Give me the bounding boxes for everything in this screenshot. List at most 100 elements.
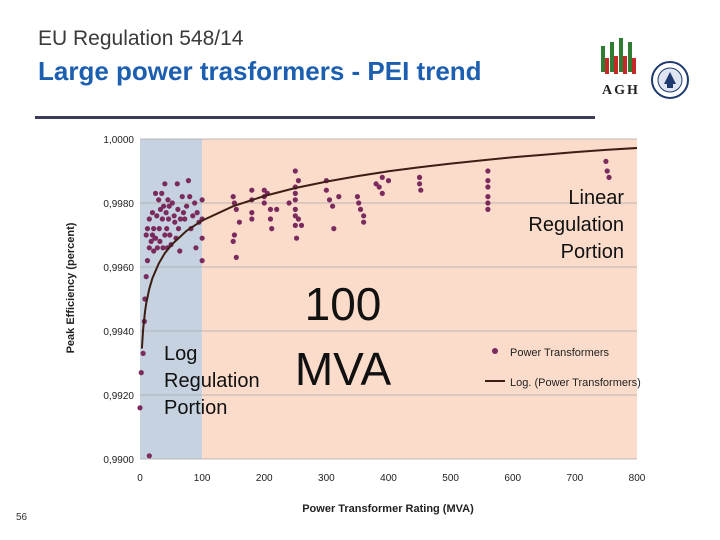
data-point: [169, 200, 175, 206]
data-point: [154, 245, 160, 251]
data-point: [193, 245, 199, 251]
data-point: [485, 194, 491, 200]
data-point: [295, 216, 302, 222]
x-tick-label: 600: [504, 473, 521, 484]
data-point: [146, 216, 152, 222]
data-point: [249, 187, 255, 193]
page-number: 56: [16, 512, 28, 523]
university-seal-icon: [651, 61, 689, 99]
log-label-line: Regulation: [164, 370, 260, 392]
data-point: [192, 200, 198, 206]
data-point: [485, 168, 491, 174]
data-point: [160, 245, 166, 251]
title-divider: [35, 116, 595, 119]
data-point: [292, 206, 298, 212]
data-point: [166, 203, 172, 209]
data-point: [261, 187, 267, 193]
y-tick-label: 0,9960: [103, 263, 134, 274]
data-point: [157, 206, 164, 212]
data-point: [269, 226, 275, 232]
data-point: [231, 200, 238, 206]
x-tick-label: 700: [567, 473, 584, 484]
data-point: [485, 178, 491, 184]
data-point: [292, 168, 298, 174]
log-trendline: [140, 147, 638, 349]
data-point: [295, 178, 302, 184]
data-point: [323, 187, 329, 193]
data-point: [148, 238, 154, 244]
data-point: [165, 197, 171, 203]
slide-title: Large power trasformers - PEI trend: [38, 56, 482, 86]
data-point: [416, 181, 423, 187]
data-point: [336, 194, 342, 200]
data-point: [164, 226, 170, 232]
x-tick-label: 500: [442, 473, 459, 484]
data-point: [331, 226, 337, 232]
data-point: [293, 235, 300, 241]
data-point: [361, 213, 367, 219]
data-point: [143, 232, 149, 238]
data-point: [606, 174, 612, 180]
linear-label-line: Portion: [561, 241, 624, 263]
data-point: [190, 213, 196, 219]
x-axis-title: Power Transformer Rating (MVA): [302, 503, 474, 515]
data-point: [172, 219, 178, 225]
data-point: [267, 206, 274, 212]
data-point: [151, 226, 157, 232]
threshold-value: 100: [305, 278, 382, 330]
data-point: [157, 238, 163, 244]
data-point: [249, 216, 255, 222]
x-tick-label: 400: [380, 473, 397, 484]
data-point: [151, 248, 157, 254]
data-point: [604, 168, 610, 174]
data-point: [156, 226, 162, 232]
data-point: [274, 206, 280, 212]
y-tick-label: 0,9900: [103, 455, 134, 466]
data-point: [385, 178, 392, 184]
data-point: [233, 254, 239, 260]
data-point: [159, 216, 165, 222]
data-point: [180, 210, 187, 216]
data-point: [233, 206, 239, 212]
data-point: [603, 158, 609, 164]
linear-region-label: Linear Regulation Portion: [528, 187, 624, 263]
data-point: [149, 210, 156, 216]
data-point: [167, 232, 173, 238]
agh-logo: AGH: [601, 38, 638, 98]
legend-label-trendline: Log. (Power Transformers): [510, 377, 641, 389]
linear-label-line: Linear: [568, 187, 624, 209]
data-point: [418, 187, 424, 193]
data-point: [177, 248, 183, 254]
data-point: [373, 181, 379, 187]
data-point: [298, 222, 305, 228]
log-region-label: Log Regulation Portion: [164, 343, 260, 419]
data-point: [140, 350, 146, 356]
data-point: [199, 235, 205, 241]
data-point: [230, 238, 236, 244]
y-tick-label: 1,0000: [103, 135, 134, 146]
data-point: [156, 197, 162, 203]
data-point: [357, 206, 364, 212]
data-point: [379, 174, 385, 180]
data-point: [177, 216, 183, 222]
data-point: [171, 213, 177, 219]
data-point: [144, 258, 151, 264]
data-point: [146, 453, 152, 459]
data-point: [267, 216, 274, 222]
data-point: [326, 197, 333, 203]
data-point: [292, 213, 298, 219]
data-point: [236, 219, 242, 225]
data-point: [292, 197, 298, 203]
data-point: [376, 184, 382, 190]
data-point: [356, 200, 362, 206]
data-point: [187, 194, 193, 200]
data-point: [159, 190, 165, 196]
data-point: [174, 181, 180, 187]
x-tick-label: 300: [318, 473, 335, 484]
data-point: [261, 200, 267, 206]
y-tick-label: 0,9940: [103, 327, 134, 338]
data-point: [485, 184, 491, 190]
legend-label-points: Power Transformers: [510, 347, 610, 359]
data-point: [230, 194, 236, 200]
